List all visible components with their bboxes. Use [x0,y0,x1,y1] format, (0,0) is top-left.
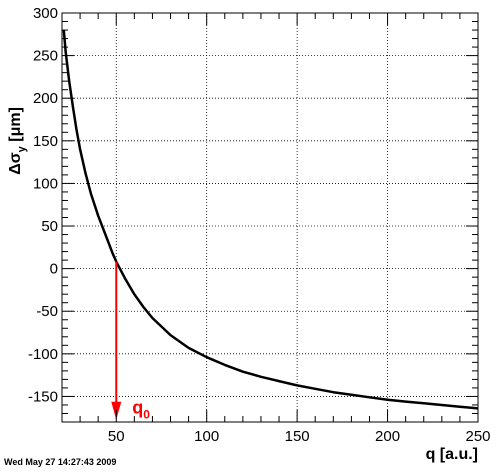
y-tick-label: 200 [33,90,58,107]
x-axis-title: q [a.u.] [426,446,478,463]
annotation-label-main: q [132,398,143,418]
y-tick-label: -150 [28,388,58,405]
y-tick-label: -100 [28,346,58,363]
x-tick-label: 200 [375,428,400,445]
grid [62,12,479,422]
y-tick-label: 300 [33,5,58,22]
axis-ticks [61,12,479,423]
y-axis-title-unit: [μm] [7,107,24,146]
x-tick-label: 50 [108,428,125,445]
x-tick-label: 100 [194,428,219,445]
y-tick-label: 250 [33,48,58,65]
x-tick-label: 150 [285,428,310,445]
tick-labels: 50 100 150 200 250 -150 -100 -50 0 50 100 150 200 250… [28,5,491,445]
y-tick-label: 50 [41,218,58,235]
y-axis-title-subscript: y [16,145,28,152]
y-tick-label: 0 [50,261,58,278]
y-axis-title: Δσy [μm] [7,107,28,175]
plot-area [62,29,479,410]
y-axis-title-main: Δσ [7,152,24,175]
annotation-label-subscript: 0 [143,408,150,422]
annotation-label: q0 [132,398,150,422]
data-series-line [62,29,479,410]
timestamp-footer: Wed May 27 14:27:43 2009 [4,457,117,467]
x-tick-label: 250 [465,428,490,445]
y-tick-label: -50 [36,303,58,320]
y-tick-label: 150 [33,133,58,150]
y-tick-label: 100 [33,175,58,192]
